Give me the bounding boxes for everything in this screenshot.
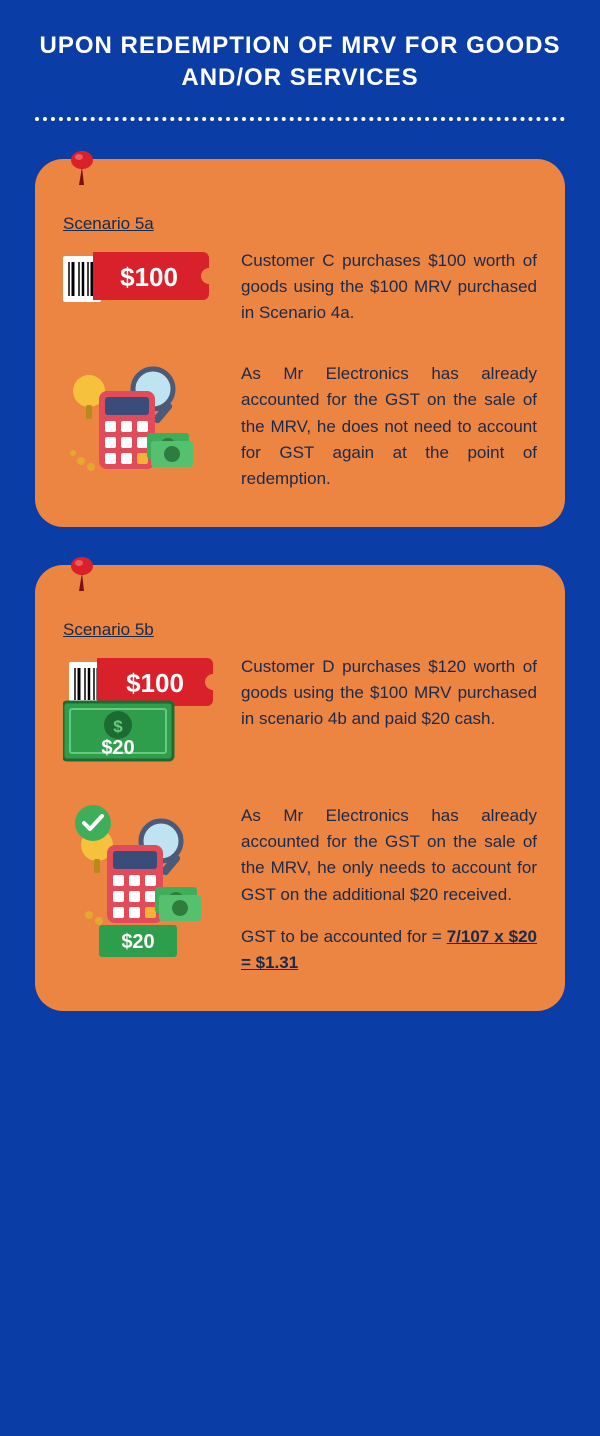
scenario-5a-label: Scenario 5a (63, 214, 537, 234)
svg-text:$20: $20 (101, 737, 134, 759)
card1-text1: Customer C purchases $100 worth of goods… (241, 248, 537, 327)
card1-row1: $100 Customer C purchases $100 worth of … (63, 248, 537, 327)
gst-label: GST to be accounted for = (241, 927, 447, 946)
scenario-5a-card: Scenario 5a $100 Customer C purchases $1… (35, 159, 565, 527)
card2-text1: Customer D purchases $120 worth of goods… (241, 654, 537, 733)
scenario-5b-label: Scenario 5b (63, 620, 537, 640)
card2-row2: $20 As Mr Electronics has already accoun… (63, 803, 537, 977)
svg-text:$100: $100 (126, 668, 184, 698)
pin-icon (69, 555, 99, 600)
svg-text:$: $ (113, 717, 123, 736)
voucher-100-icon: $100 (63, 248, 223, 310)
card2-text2-wrap: As Mr Electronics has already accounted … (241, 803, 537, 977)
dotted-divider (35, 117, 565, 121)
card2-text2: As Mr Electronics has already accounted … (241, 803, 537, 908)
svg-text:$20: $20 (121, 931, 154, 953)
svg-text:$100: $100 (120, 262, 178, 292)
calculator-money-icon (63, 361, 223, 481)
gst-line: GST to be accounted for = 7/107 x $20 = … (241, 924, 537, 977)
page-title: UPON REDEMPTION OF MRV FOR GOODS AND/OR … (35, 30, 565, 95)
card1-text2: As Mr Electronics has already accounted … (241, 361, 537, 493)
scenario-5b-card: Scenario 5b $100 $ $20 (35, 565, 565, 1011)
voucher-cash-icon: $100 $ $20 (63, 654, 223, 769)
card1-row2: As Mr Electronics has already accounted … (63, 361, 537, 493)
card2-row1: $100 $ $20 Customer D purchases $120 wor… (63, 654, 537, 769)
pin-icon (69, 149, 99, 194)
calculator-check-icon: $20 (63, 803, 223, 963)
